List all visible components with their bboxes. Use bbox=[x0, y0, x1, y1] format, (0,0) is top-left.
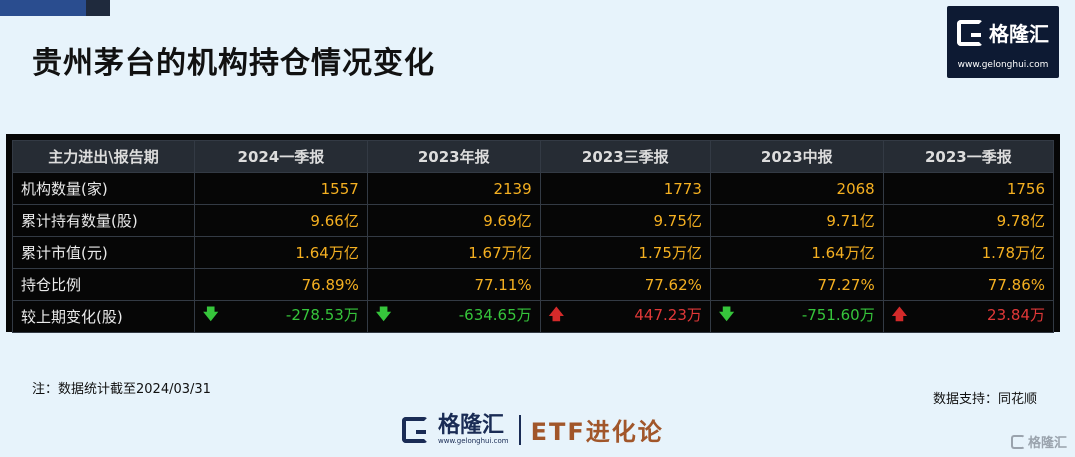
table-cell: 1.78万亿 bbox=[882, 236, 1055, 269]
table-row: 累计市值(元) 1.64万亿 1.67万亿 1.75万亿 1.64万亿 1.78… bbox=[12, 236, 1055, 269]
table-cell: 1.75万亿 bbox=[539, 236, 711, 269]
table-cell: 9.78亿 bbox=[882, 204, 1055, 237]
arrow-down-icon: 🡇 bbox=[375, 305, 392, 323]
row-label: 累计持有数量(股) bbox=[12, 204, 195, 237]
header-cell: 2023年报 bbox=[366, 140, 541, 173]
corner-watermark: 格隆汇 bbox=[1010, 432, 1067, 451]
table-row: 累计持有数量(股) 9.66亿 9.69亿 9.75亿 9.71亿 9.78亿 bbox=[12, 204, 1055, 237]
arrow-down-icon: 🡇 bbox=[203, 305, 219, 323]
corner-decoration bbox=[0, 0, 110, 16]
arrow-down-icon: 🡇 bbox=[718, 305, 735, 323]
brand-logo: 格隆汇 www.gelonghui.com bbox=[947, 6, 1059, 78]
table-row: 较上期变化(股) 🡇 -278.53万 🡇 -634.65万 🡅 447.23万 🡇 -… bbox=[12, 300, 1055, 333]
row-label: 机构数量(家) bbox=[12, 172, 195, 205]
table-cell: 77.62% bbox=[539, 268, 711, 301]
table-cell: 2139 bbox=[366, 172, 541, 205]
change-cell: 🡅 23.84万 bbox=[882, 300, 1055, 333]
logo-url: www.gelonghui.com bbox=[957, 60, 1049, 70]
table-cell: 1.67万亿 bbox=[366, 236, 541, 269]
footer-brand-text: 格隆汇 bbox=[438, 412, 505, 438]
arrow-up-icon: 🡅 bbox=[548, 305, 565, 323]
table-cell: 1756 bbox=[882, 172, 1055, 205]
change-cell: 🡇 -751.60万 bbox=[709, 300, 884, 333]
gelonghui-logo-icon bbox=[402, 416, 428, 443]
footer-url: www.gelonghui.com bbox=[438, 436, 509, 445]
change-cell: 🡅 447.23万 bbox=[539, 300, 711, 333]
table-cell: 76.89% bbox=[194, 268, 368, 301]
header-cell: 2024一季报 bbox=[194, 140, 368, 173]
table-header-row: 主力进出\报告期 2024一季报 2023年报 2023三季报 2023中报 2… bbox=[12, 140, 1055, 173]
logo-brand-text: 格隆汇 bbox=[989, 22, 1049, 46]
table-cell: 77.27% bbox=[709, 268, 884, 301]
row-label: 较上期变化(股) bbox=[12, 300, 195, 333]
row-label: 累计市值(元) bbox=[12, 236, 195, 269]
data-source: 数据支持：同花顺 bbox=[933, 392, 1038, 407]
gelonghui-logo-icon bbox=[957, 19, 983, 46]
table-cell: 1557 bbox=[194, 172, 368, 205]
holdings-table-panel: 格隆汇 ETF进化论 主力进出\报告期 2024一季报 2023年报 2023三… bbox=[6, 134, 1060, 333]
table-row: 持仓比例 76.89% 77.11% 77.62% 77.27% 77.86% bbox=[12, 268, 1055, 301]
header-cell: 主力进出\报告期 bbox=[12, 140, 195, 173]
table-cell: 9.75亿 bbox=[539, 204, 711, 237]
table-cell: 9.66亿 bbox=[194, 204, 368, 237]
table-cell: 1773 bbox=[539, 172, 711, 205]
table-cell: 77.86% bbox=[882, 268, 1055, 301]
header-cell: 2023中报 bbox=[709, 140, 884, 173]
table-cell: 1.64万亿 bbox=[194, 236, 368, 269]
table-cell: 9.71亿 bbox=[709, 204, 884, 237]
arrow-up-icon: 🡅 bbox=[891, 305, 908, 323]
table-cell: 77.11% bbox=[366, 268, 541, 301]
holdings-table: 主力进出\报告期 2024一季报 2023年报 2023三季报 2023中报 2… bbox=[12, 140, 1055, 333]
table-cell: 1.64万亿 bbox=[709, 236, 884, 269]
page-title: 贵州茅台的机构持仓情况变化 bbox=[32, 46, 435, 81]
table-cell: 2068 bbox=[709, 172, 884, 205]
table-row: 机构数量(家) 1557 2139 1773 2068 1756 bbox=[12, 172, 1055, 205]
footer-divider bbox=[518, 414, 521, 445]
header-cell: 2023三季报 bbox=[539, 140, 711, 173]
row-label: 持仓比例 bbox=[12, 268, 195, 301]
change-cell: 🡇 -634.65万 bbox=[366, 300, 541, 333]
footer-brand: 格隆汇 www.gelonghui.com ETF进化论 bbox=[402, 412, 664, 447]
table-cell: 9.69亿 bbox=[366, 204, 541, 237]
footer-column-name: ETF进化论 bbox=[530, 418, 664, 446]
footnote: 注：数据统计截至2024/03/31 bbox=[32, 382, 211, 397]
change-cell: 🡇 -278.53万 bbox=[194, 300, 368, 333]
gelonghui-logo-icon bbox=[1010, 434, 1025, 449]
header-cell: 2023一季报 bbox=[882, 140, 1055, 173]
